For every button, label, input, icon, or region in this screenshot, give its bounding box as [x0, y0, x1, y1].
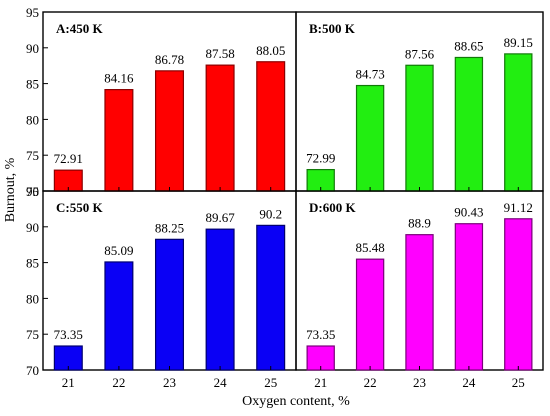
- bar-value-label: 91.12: [504, 200, 533, 215]
- bar-value-label: 89.15: [504, 35, 533, 50]
- y-tick-label: 90: [26, 41, 39, 56]
- x-tick-label: 21: [62, 375, 75, 390]
- y-tick-label: 70: [26, 184, 39, 199]
- bar-25: [256, 224, 286, 371]
- bar-value-label: 85.48: [355, 240, 384, 255]
- y-tick-label: 80: [26, 291, 39, 306]
- y-tick-label: 90: [26, 220, 39, 235]
- panel-title: B:500 K: [309, 21, 356, 36]
- bar-value-label: 88.05: [256, 43, 285, 58]
- bar-value-label: 72.91: [54, 151, 83, 166]
- bar-value-label: 87.58: [205, 46, 234, 61]
- bar-23: [154, 70, 185, 192]
- bar-25: [504, 218, 533, 371]
- bar-23: [405, 64, 434, 192]
- bar-24: [454, 56, 484, 192]
- x-tick-label: 25: [264, 375, 277, 390]
- bar-25: [504, 53, 533, 192]
- x-tick-label: 24: [462, 375, 476, 390]
- bar-23: [405, 234, 434, 371]
- x-tick-label: 22: [112, 375, 125, 390]
- x-axis-label: Oxygen content, %: [242, 394, 350, 409]
- bar-22: [104, 261, 134, 371]
- x-tick-label: 22: [364, 375, 377, 390]
- y-axis-label: Burnout, %: [3, 157, 18, 222]
- bar-value-label: 90.2: [259, 206, 282, 221]
- panel-c: 95 90 85 80 75 70 73.35 85.09 88.25 89.67 90.2 21 22…: [26, 184, 297, 390]
- bar-24: [454, 223, 484, 371]
- panel-title: A:450 K: [56, 21, 103, 36]
- bar-23: [154, 238, 185, 371]
- bar-value-label: 88.65: [454, 38, 483, 53]
- bar-value-label: 85.09: [104, 243, 133, 258]
- y-tick-label: 95: [26, 184, 39, 199]
- x-tick-label: 23: [413, 375, 426, 390]
- bar-24: [205, 64, 235, 192]
- x-tick-label: 25: [512, 375, 525, 390]
- y-tick-label: 85: [26, 77, 39, 92]
- panel-d: 73.35 85.48 88.9 90.43 91.12 21 22 23 24 25 D:600 …: [295, 190, 544, 390]
- y-tick-label: 85: [26, 256, 39, 271]
- bar-value-label: 73.35: [306, 327, 335, 342]
- bar-value-label: 87.56: [405, 46, 435, 61]
- bar-value-label: 84.73: [355, 67, 384, 82]
- bar-value-label: 72.99: [306, 151, 335, 166]
- bar-value-label: 88.9: [408, 216, 431, 231]
- y-tick-label: 80: [26, 112, 39, 127]
- bar-22: [104, 89, 134, 192]
- bar-22: [355, 258, 385, 371]
- bar-24: [205, 228, 235, 371]
- bar-value-label: 89.67: [205, 210, 235, 225]
- x-tick-label: 23: [163, 375, 176, 390]
- panel-b: 72.99 84.73 87.56 88.65 89.15 B:500 K: [295, 11, 544, 192]
- panel-title: C:550 K: [56, 200, 103, 215]
- bar-25: [256, 61, 286, 192]
- bar-value-label: 86.78: [155, 52, 184, 67]
- panels-group: 95 90 85 80 75 70 72.91 84.16 86.78 87.58 88.05 A:4…: [26, 5, 544, 390]
- x-tick-label: 24: [214, 375, 228, 390]
- bar-value-label: 88.25: [155, 220, 184, 235]
- bar-value-label: 90.43: [454, 205, 483, 220]
- panel-a: 95 90 85 80 75 70 72.91 84.16 86.78 87.58 88.05 A:4…: [26, 5, 297, 199]
- y-tick-label: 75: [26, 327, 39, 342]
- bar-22: [355, 84, 385, 192]
- panel-title: D:600 K: [309, 200, 356, 215]
- y-tick-label: 95: [26, 5, 39, 20]
- bar-value-label: 84.16: [104, 71, 134, 86]
- x-tick-label: 21: [314, 375, 327, 390]
- y-tick-label: 70: [26, 363, 39, 378]
- bar-value-label: 73.35: [54, 327, 83, 342]
- y-tick-label: 75: [26, 148, 39, 163]
